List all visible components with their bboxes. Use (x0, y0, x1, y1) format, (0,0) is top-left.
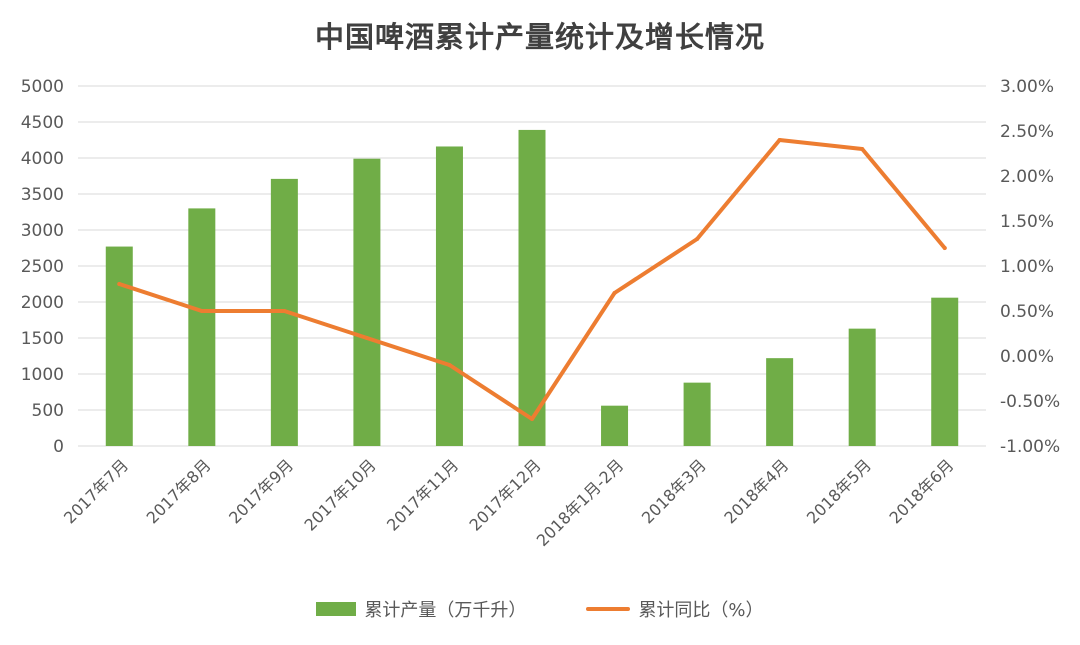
legend-item-output: 累计产量（万千升） (316, 596, 526, 622)
bar (105, 246, 133, 446)
y-left-tick-label: 1500 (21, 329, 64, 349)
y-right-tick-label: 1.50% (1000, 212, 1054, 232)
line-point (530, 417, 534, 421)
line-point (364, 336, 369, 340)
legend-label-yoy: 累计同比（%） (638, 600, 764, 621)
line-point (695, 237, 700, 241)
y-right-tick-label: 0.00% (1000, 347, 1054, 367)
legend-label-output: 累计产量（万千升） (364, 600, 527, 621)
y-left-tick-label: 0 (53, 437, 64, 457)
x-tick-label: 2018年3月 (638, 455, 710, 527)
bar (518, 129, 546, 447)
x-tick-label: 2017年7月 (60, 455, 132, 527)
y-right-tick-label: -0.50% (1000, 392, 1060, 412)
y-right-tick-label: -1.00% (1000, 437, 1060, 457)
legend: 累计产量（万千升） 累计同比（%） (0, 596, 1080, 622)
y-left-tick-label: 2500 (21, 257, 64, 277)
bar (435, 146, 463, 447)
x-tick-label: 2018年6月 (885, 455, 957, 527)
line-point (282, 309, 287, 313)
x-tick-label: 2018年4月 (720, 455, 792, 527)
x-tick-label: 2017年10月 (300, 455, 379, 534)
y-left-tick-label: 5000 (21, 77, 64, 97)
line-point (199, 309, 204, 313)
bar (683, 382, 711, 446)
y-left-tick-label: 4000 (21, 149, 64, 169)
bar (188, 208, 216, 446)
y-right-tick-label: 2.50% (1000, 122, 1054, 142)
legend-item-yoy: 累计同比（%） (586, 596, 764, 622)
x-tick-label: 2017年12月 (466, 455, 545, 534)
x-tick-label: 2017年9月 (225, 455, 297, 527)
x-tick-label: 2018年1月-2月 (533, 455, 628, 550)
y-left-tick-label: 2000 (21, 293, 64, 313)
y-left-tick-label: 4500 (21, 113, 64, 133)
y-left-tick-label: 1000 (21, 365, 64, 385)
y-right-tick-label: 0.50% (1000, 302, 1054, 322)
y-right-tick-label: 2.00% (1000, 167, 1054, 187)
line-point (942, 246, 947, 250)
y-left-tick-label: 500 (32, 401, 64, 421)
bar (931, 297, 959, 446)
x-tick-label: 2017年11月 (383, 455, 462, 534)
legend-swatch-bar (316, 602, 357, 616)
bar (848, 328, 876, 446)
line-point (860, 147, 865, 151)
line-point (612, 291, 617, 295)
y-left-tick-label: 3500 (21, 185, 64, 205)
bar (601, 405, 629, 446)
line-point (117, 282, 122, 286)
y-right-tick-label: 1.00% (1000, 257, 1054, 277)
x-tick-label: 2017年8月 (143, 455, 215, 527)
bar (766, 358, 794, 446)
bar (353, 158, 381, 446)
x-tick-label: 2018年5月 (803, 455, 875, 527)
y-right-tick-label: 3.00% (1000, 77, 1054, 97)
y-left-tick-label: 3000 (21, 221, 64, 241)
line-point (777, 138, 782, 142)
chart-title: 中国啤酒累计产量统计及增长情况 (314, 20, 765, 54)
line-point (447, 363, 452, 367)
legend-swatch-line (586, 607, 631, 611)
